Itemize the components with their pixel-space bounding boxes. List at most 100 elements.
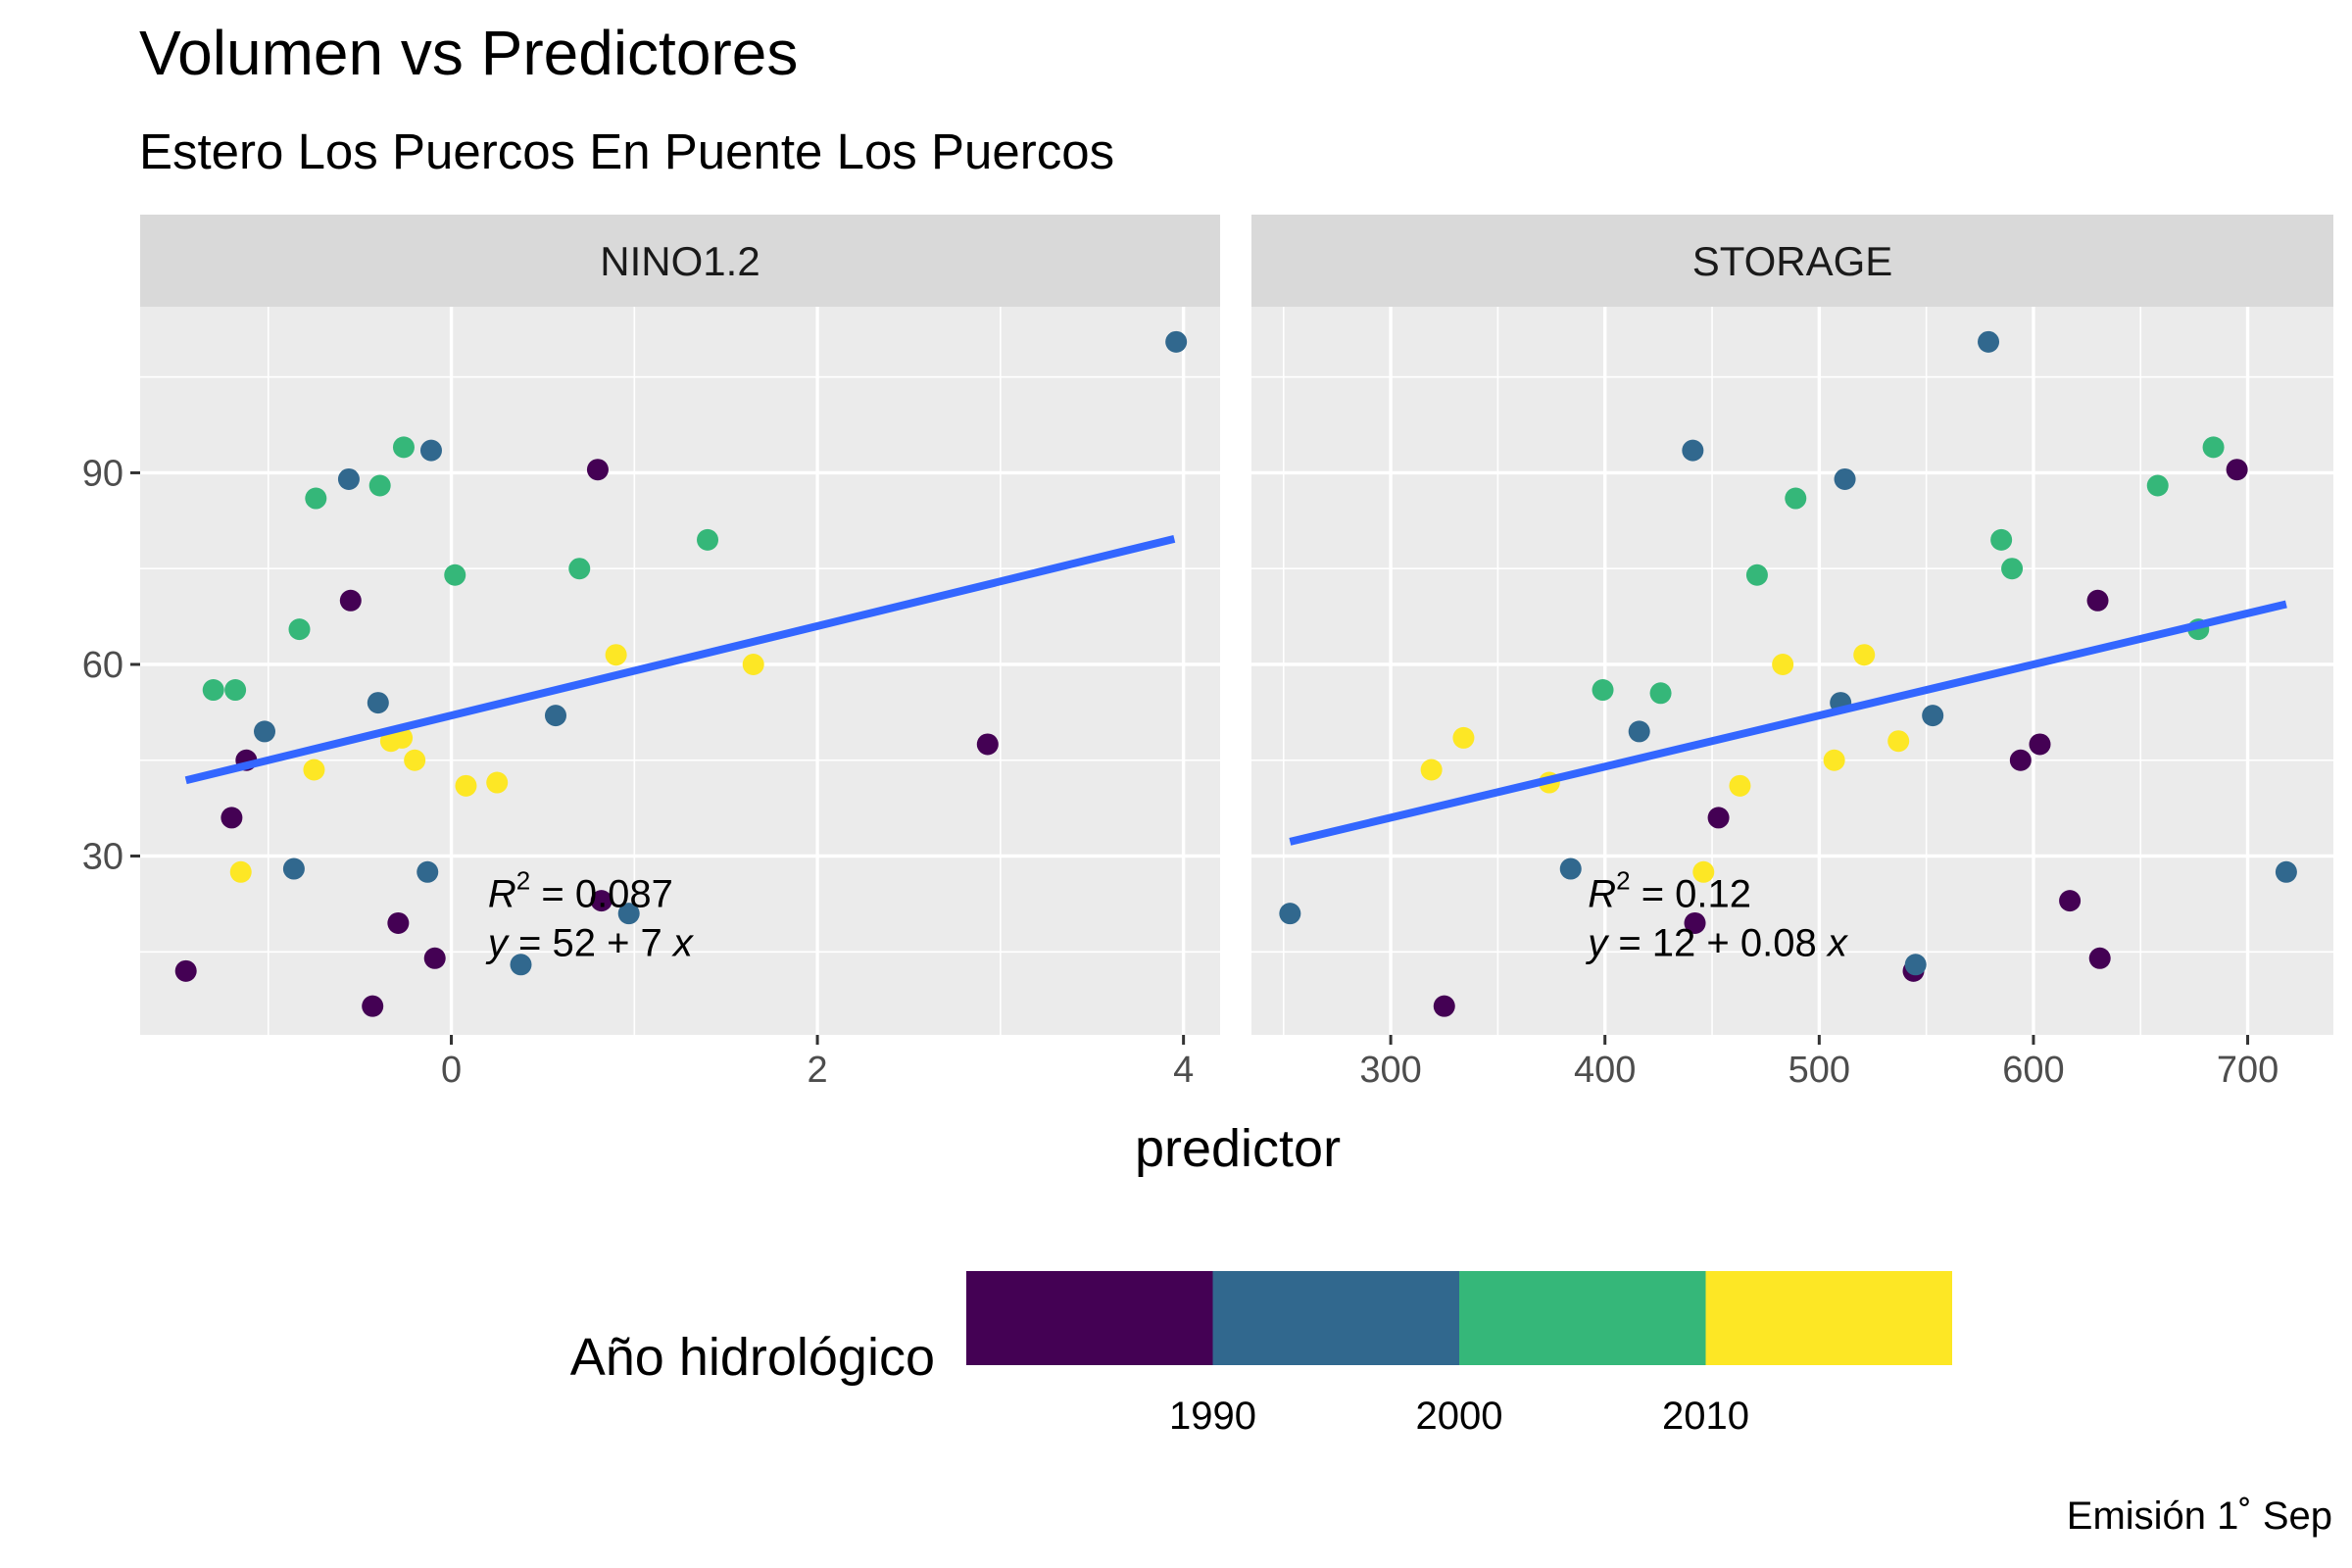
- r-squared-label: R2 = 0.087: [488, 866, 673, 916]
- data-point: [1592, 679, 1614, 702]
- facet-strip-label: STORAGE: [1692, 238, 1893, 284]
- x-tick-label: 700: [2217, 1050, 2278, 1091]
- data-point: [1628, 720, 1650, 743]
- legend-colorbar: [966, 1271, 1952, 1365]
- data-point: [1990, 528, 2013, 551]
- x-tick-label: 600: [2002, 1050, 2064, 1091]
- data-point: [419, 439, 442, 462]
- data-point: [392, 436, 415, 459]
- data-point: [305, 487, 327, 510]
- x-tick-label: 0: [441, 1050, 462, 1091]
- facet-panel-nino1-2: NINO1.2 0 2 4 R2 = 0.087 y = 52 + 7 x: [140, 215, 1220, 1091]
- x-tick-label: 400: [1574, 1050, 1636, 1091]
- legend-labels: 1990 2000 2010: [1169, 1395, 1749, 1438]
- data-point: [617, 903, 640, 925]
- data-point: [1692, 860, 1715, 883]
- legend-break-label: 1990: [1169, 1395, 1256, 1438]
- data-point: [1420, 759, 1443, 781]
- chart-caption: Emisión 1˚ Sep: [2067, 1494, 2332, 1538]
- equation-label: y = 52 + 7 x: [485, 922, 695, 965]
- data-point: [568, 558, 591, 580]
- data-point: [1904, 954, 1927, 976]
- data-point: [2275, 860, 2297, 883]
- data-point: [486, 771, 509, 794]
- y-tick-label: 30: [82, 837, 123, 878]
- data-point: [202, 679, 224, 702]
- scatter-points: [174, 330, 1188, 1017]
- data-point: [1165, 330, 1188, 353]
- data-point: [1684, 911, 1706, 934]
- data-point: [2226, 459, 2248, 481]
- data-point: [2088, 947, 2111, 969]
- facet-panel-storage: STORAGE 300 400 500 600 700 R2 = 0.12 y = 12 + …: [1251, 215, 2333, 1091]
- data-point: [404, 749, 426, 771]
- data-point: [2146, 474, 2169, 497]
- data-point: [174, 959, 197, 982]
- data-point: [1772, 653, 1794, 675]
- data-point: [976, 733, 999, 756]
- data-point: [2059, 890, 2082, 912]
- legend-color-bin: [1459, 1271, 1706, 1365]
- y-axis: 30 60 90: [82, 453, 140, 878]
- legend-color-bin: [1705, 1271, 1952, 1365]
- chart-subtitle: Estero Los Puercos En Puente Los Puercos: [139, 123, 1114, 179]
- x-tick-label: 500: [1788, 1050, 1850, 1091]
- scatter-points: [1279, 330, 2297, 1017]
- data-point: [455, 774, 477, 797]
- x-tick-label: 2: [808, 1050, 828, 1091]
- data-point: [590, 890, 612, 912]
- data-point: [1559, 858, 1582, 880]
- data-point: [423, 947, 446, 969]
- legend-color-bin: [966, 1271, 1213, 1365]
- data-point: [2202, 436, 2225, 459]
- data-point: [605, 644, 627, 666]
- data-point: [2029, 733, 2051, 756]
- regression-line: [184, 535, 1176, 785]
- data-point: [1682, 439, 1704, 462]
- facet-panels: NINO1.2 0 2 4 R2 = 0.087 y = 52 + 7 x STORAGE 3…: [140, 215, 2333, 1091]
- data-point: [220, 807, 243, 829]
- data-point: [1978, 330, 2000, 353]
- data-point: [1729, 774, 1751, 797]
- data-point: [1887, 730, 1910, 753]
- legend-title: Año hidrológico: [570, 1328, 935, 1387]
- data-point: [1823, 749, 1845, 771]
- legend-break-label: 2010: [1662, 1395, 1749, 1438]
- data-point: [362, 995, 384, 1017]
- facet-strip: [1251, 215, 2333, 307]
- facet-strip: [140, 215, 1220, 307]
- data-point: [367, 692, 389, 714]
- data-point: [282, 858, 305, 880]
- x-axis-title: predictor: [1135, 1119, 1341, 1178]
- data-point: [2086, 589, 2109, 612]
- data-point: [697, 528, 719, 551]
- chart-title: Volumen vs Predictores: [139, 18, 798, 88]
- data-point: [1834, 467, 1856, 490]
- x-tick-label: 300: [1359, 1050, 1421, 1091]
- data-point: [387, 911, 410, 934]
- regression-line: [1289, 600, 2287, 846]
- y-tick-label: 90: [82, 453, 123, 494]
- data-point: [224, 679, 247, 702]
- data-point: [444, 564, 466, 586]
- panel-background: [1251, 307, 2333, 1035]
- data-point: [586, 459, 609, 481]
- data-point: [510, 954, 532, 976]
- data-point: [742, 653, 764, 675]
- r-squared-label: R2 = 0.12: [1588, 866, 1751, 916]
- data-point: [1433, 995, 1455, 1017]
- data-point: [544, 705, 566, 727]
- data-point: [1649, 682, 1672, 705]
- data-point: [337, 467, 360, 490]
- y-tick-label: 60: [82, 645, 123, 686]
- data-point: [416, 860, 439, 883]
- data-point: [303, 759, 325, 781]
- legend-break-label: 2000: [1416, 1395, 1503, 1438]
- data-point: [229, 860, 252, 883]
- data-point: [1707, 807, 1730, 829]
- data-point: [2009, 749, 2032, 771]
- legend-color-bin: [1212, 1271, 1459, 1365]
- data-point: [1745, 564, 1768, 586]
- data-point: [339, 589, 362, 612]
